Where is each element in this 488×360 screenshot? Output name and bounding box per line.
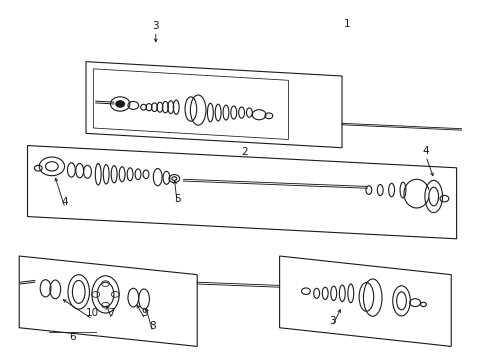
Text: 4: 4 bbox=[61, 197, 68, 207]
Text: 2: 2 bbox=[241, 147, 247, 157]
Text: 4: 4 bbox=[422, 145, 428, 156]
Text: 10: 10 bbox=[85, 309, 99, 318]
Text: 3: 3 bbox=[152, 21, 159, 31]
Text: 9: 9 bbox=[142, 309, 148, 318]
Circle shape bbox=[116, 101, 124, 107]
Text: 6: 6 bbox=[69, 332, 76, 342]
Text: 7: 7 bbox=[108, 309, 115, 318]
Text: 8: 8 bbox=[149, 321, 156, 331]
Text: 1: 1 bbox=[343, 19, 349, 29]
Text: 3: 3 bbox=[328, 316, 335, 325]
Text: 5: 5 bbox=[174, 194, 180, 204]
